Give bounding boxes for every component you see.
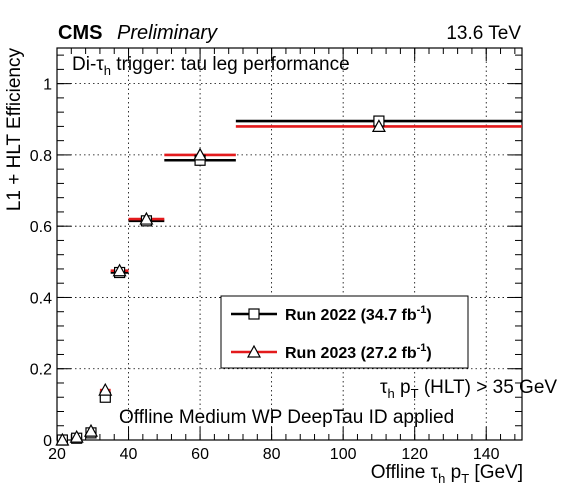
y-tick-label: 0.4 (30, 290, 52, 307)
x-tick-label: 100 (330, 446, 357, 463)
chart-title: Di-τh trigger: tau leg performance (72, 54, 350, 78)
run2023-point (193, 147, 208, 161)
y-tick-label: 1 (43, 77, 52, 94)
y-axis-label: L1 + HLT Efficiency (4, 48, 25, 212)
x-tick-label: 60 (191, 446, 209, 463)
tick-labels: 20 40 60 80 100 120 140 0 0.2 0.4 0.6 0.8 1 (30, 77, 500, 463)
legend-label-run2022: Run 2022 (34.7 fb-1) (285, 304, 432, 324)
plot-frame (56, 47, 523, 441)
run2023-point (55, 432, 70, 446)
legend-box (220, 295, 469, 369)
run2023-point (371, 119, 386, 132)
energy-label: 13.6 TeV (446, 23, 521, 44)
axis-ticks (56, 48, 522, 441)
run2023-point (112, 263, 127, 277)
legend-marker-square (248, 308, 260, 320)
annotation-id: Offline Medium WP DeepTau ID applied (119, 407, 454, 428)
y-tick-label: 0 (43, 433, 52, 450)
x-tick-label: 140 (473, 446, 500, 463)
y-tick-label: 0.2 (30, 362, 52, 379)
run2023-point (69, 429, 84, 443)
x-tick-label: 40 (120, 446, 138, 463)
legend-label-run2023: Run 2023 (27.2 fb-1) (285, 342, 432, 362)
run2023-point (139, 211, 154, 225)
annotation-cut: τh pT (HLT) > 35 GeV (380, 377, 557, 401)
run2023-point (83, 423, 98, 437)
x-tick-label: 20 (48, 446, 66, 463)
legend: Run 2022 (34.7 fb-1) Run 2023 (27.2 fb-1… (220, 295, 469, 369)
y-tick-label: 0.8 (30, 148, 52, 165)
legend-marker-triangle (246, 344, 262, 358)
y-tick-label: 0.6 (30, 219, 52, 236)
run2023-point (98, 382, 113, 396)
experiment-label: CMS (58, 22, 102, 44)
status-label: Preliminary (117, 22, 218, 44)
x-tick-label: 120 (401, 446, 428, 463)
data-marks (55, 115, 522, 446)
x-tick-label: 80 (263, 446, 281, 463)
x-axis-label: Offline τh pT [GeV] (371, 462, 523, 486)
